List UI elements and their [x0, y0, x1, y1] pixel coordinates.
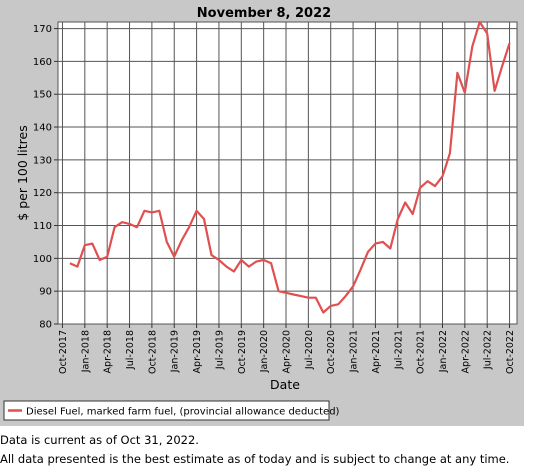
legend: Diesel Fuel, marked farm fuel, (provinci…: [3, 400, 340, 421]
x-tick-label: Oct-2020: [326, 330, 337, 374]
plot-area: [57, 21, 518, 325]
x-tick-label: Jul-2019: [214, 330, 225, 370]
y-tick-label: 90: [39, 287, 52, 298]
x-tick-label: Jul-2018: [125, 330, 136, 370]
x-tick-label: Oct-2018: [147, 330, 158, 374]
disclaimer-note: All data presented is the best estimate …: [0, 452, 510, 466]
y-axis: 80 90 100 110 120 130 140 150 160 170: [33, 24, 58, 331]
y-tick-label: 100: [33, 254, 52, 265]
x-axis-label: Date: [270, 377, 300, 392]
x-tick-label: Jan-2022: [438, 330, 449, 373]
y-tick-label: 140: [33, 123, 52, 134]
series-layer: [69, 20, 511, 314]
x-tick-label: Jan-2020: [259, 330, 270, 373]
x-tick-label: Oct-2021: [416, 330, 427, 374]
y-tick-label: 120: [33, 188, 52, 199]
y-tick-label: 160: [33, 57, 52, 68]
x-tick-label: Apr-2019: [192, 330, 203, 373]
x-tick-label: Jan-2018: [80, 330, 91, 373]
x-tick-label: Jul-2022: [483, 330, 494, 370]
data-current-note: Data is current as of Oct 31, 2022.: [0, 433, 199, 447]
legend-box: [3, 400, 330, 421]
x-tick-label: Jan-2019: [170, 330, 181, 373]
legend-label: Diesel Fuel, marked farm fuel, (provinci…: [26, 407, 340, 418]
y-tick-label: 80: [39, 320, 52, 331]
y-tick-label: 110: [33, 221, 52, 232]
x-tick-label: Oct-2019: [237, 330, 248, 374]
y-axis-label: $ per 100 litres: [15, 125, 30, 220]
x-tick-label: Apr-2018: [103, 330, 114, 373]
x-tick-label: Jul-2020: [304, 330, 315, 370]
x-axis: Oct-2017 Jan-2018 Apr-2018 Jul-2018 Oct-2018…: [58, 324, 516, 374]
y-tick-label: 130: [33, 155, 52, 166]
y-tick-label: 170: [33, 24, 52, 35]
x-tick-label: Apr-2020: [282, 330, 293, 373]
x-tick-label: Jul-2021: [393, 330, 404, 370]
y-tick-label: 150: [33, 90, 52, 101]
chart-title: November 8, 2022: [197, 6, 331, 21]
x-tick-label: Oct-2017: [58, 330, 69, 374]
series-line: [69, 20, 511, 314]
x-tick-label: Jan-2021: [349, 330, 360, 373]
x-tick-label: Apr-2021: [371, 330, 382, 373]
x-tick-label: Oct-2022: [505, 330, 516, 374]
x-tick-label: Apr-2022: [460, 330, 471, 373]
